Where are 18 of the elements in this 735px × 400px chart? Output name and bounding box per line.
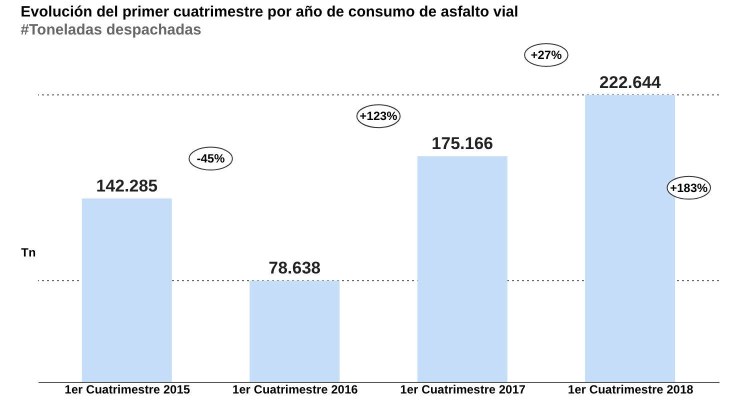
chart-subtitle: #Toneladas despachadas (20, 22, 202, 39)
y-axis-title: Tn (21, 246, 36, 260)
data-label: 175.166 (432, 134, 494, 154)
data-label: 142.285 (96, 176, 158, 196)
data-label: 222.644 (599, 72, 662, 92)
x-tick-label: 1er Cuatrimestre 2017 (400, 382, 526, 396)
data-label: 78.638 (268, 258, 321, 278)
x-tick-label: 1er Cuatrimestre 2016 (232, 382, 358, 396)
text: +27% (530, 48, 562, 62)
annotation: -45% (196, 152, 226, 166)
annotation: +183% (670, 180, 708, 195)
chart-title: Evolución del primer cuatrimestre por año de consumo de asfalto vial (20, 4, 518, 21)
x-tick-label: 1er Cuatrimestre 2018 (568, 382, 694, 396)
bar (250, 280, 340, 382)
bar (82, 198, 172, 382)
annotation: +123% (360, 109, 398, 124)
bar (417, 156, 508, 382)
x-tick-label: 1er Cuatrimestre 2015 (64, 382, 190, 396)
